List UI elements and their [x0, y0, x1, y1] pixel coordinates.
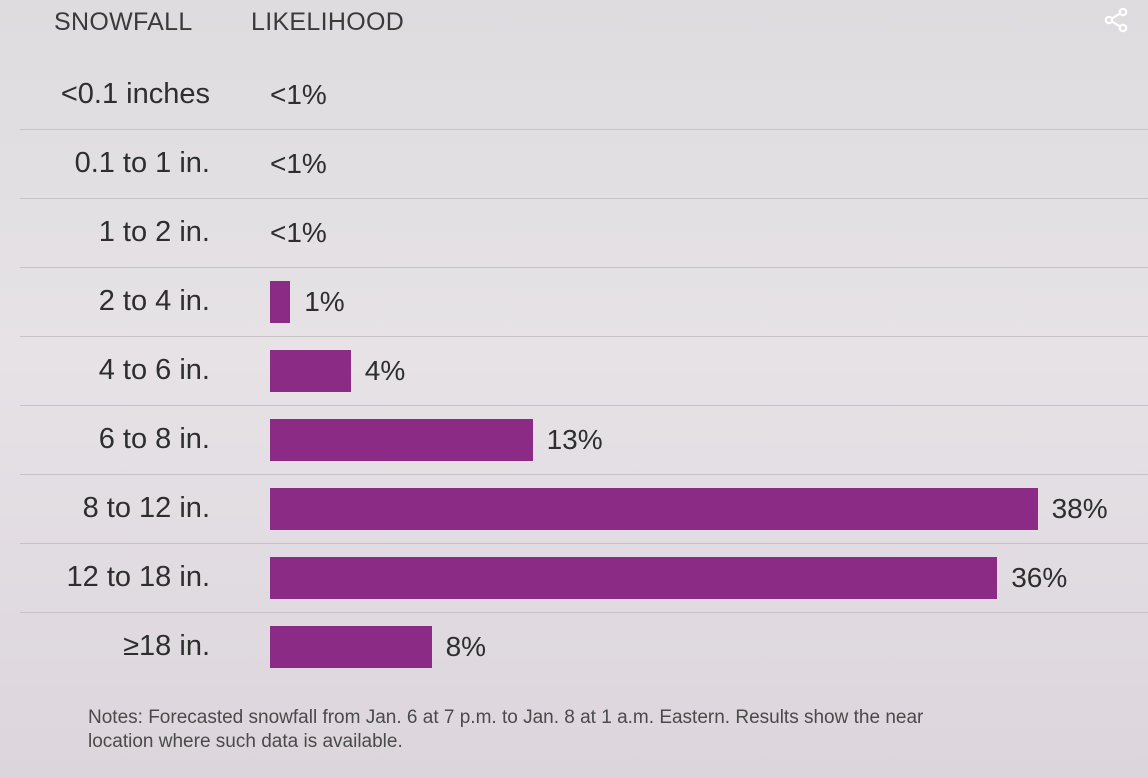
- value-label: 4%: [364, 354, 406, 386]
- row-separator: [20, 336, 1148, 337]
- bar: [270, 625, 432, 668]
- value-label: <1%: [270, 216, 327, 248]
- category-label: 2 to 4 in.: [98, 284, 210, 317]
- value-label: 13%: [546, 423, 603, 455]
- value-label: 8%: [445, 630, 487, 662]
- bar: [270, 349, 351, 392]
- row-separator: [20, 267, 1148, 268]
- category-label: 6 to 8 in.: [98, 422, 210, 455]
- bar: [270, 280, 291, 323]
- value-label: 38%: [1051, 492, 1108, 524]
- category-label: <0.1 inches: [60, 77, 210, 110]
- row-separator: [20, 129, 1148, 130]
- category-label: 8 to 12 in.: [82, 491, 210, 524]
- value-label: 36%: [1011, 561, 1068, 593]
- share-icon[interactable]: [1102, 6, 1130, 34]
- row-separator: [20, 612, 1148, 613]
- snowfall-column-header: SNOWFALL: [54, 8, 193, 36]
- row-separator: [20, 198, 1148, 199]
- chart-notes: Notes: Forecasted snowfall from Jan. 6 a…: [88, 706, 1148, 754]
- row-separator: [20, 405, 1148, 406]
- likelihood-column-header: LIKELIHOOD: [251, 8, 405, 36]
- row-separator: [20, 474, 1148, 475]
- notes-line-2: location where such data is available.: [88, 731, 403, 752]
- bar: [270, 487, 1038, 530]
- category-label: 12 to 18 in.: [66, 560, 211, 593]
- value-label: <1%: [270, 78, 327, 110]
- bar: [270, 556, 998, 599]
- category-label: 4 to 6 in.: [98, 353, 210, 386]
- bar: [270, 418, 533, 461]
- category-label: 1 to 2 in.: [98, 215, 210, 248]
- category-label: 0.1 to 1 in.: [74, 146, 210, 179]
- value-label: 1%: [304, 285, 345, 317]
- row-separator: [20, 543, 1148, 544]
- category-label: ≥18 in.: [123, 629, 210, 662]
- value-label: <1%: [270, 147, 327, 179]
- notes-line-1: Notes: Forecasted snowfall from Jan. 6 a…: [88, 707, 924, 728]
